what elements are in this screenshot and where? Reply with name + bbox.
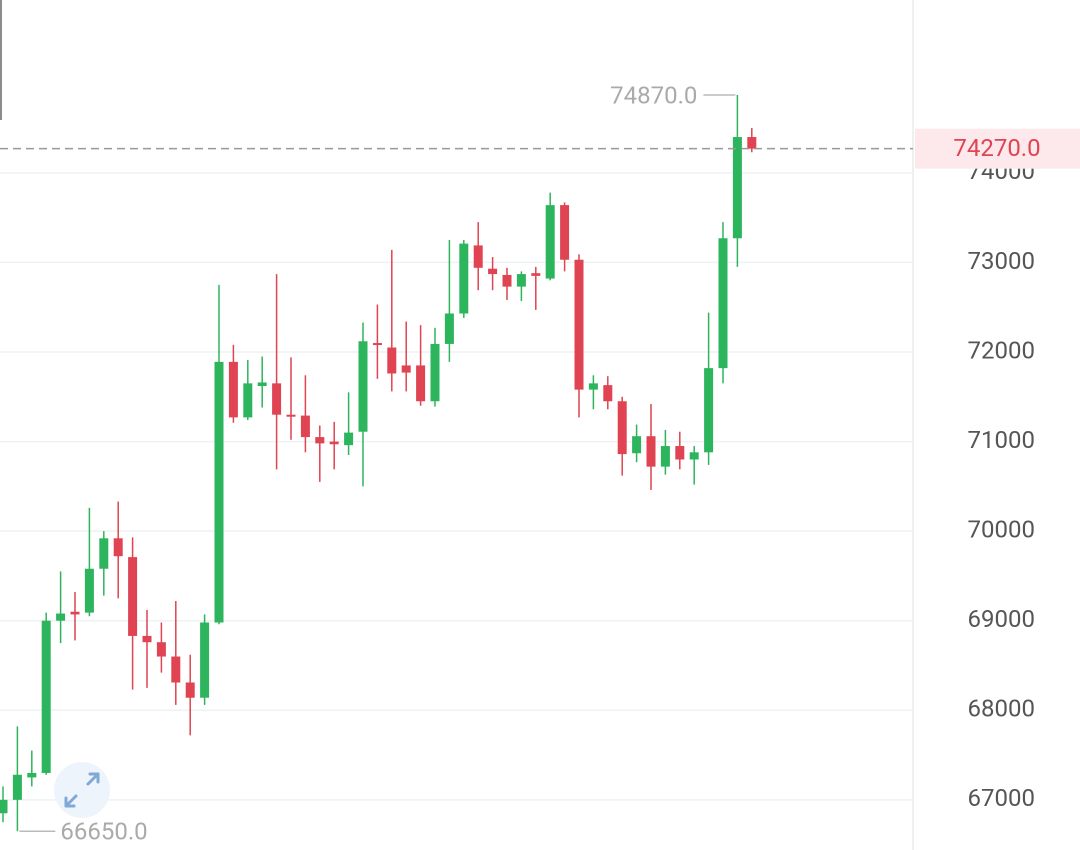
y-tick-label: 70000 (968, 515, 1035, 543)
candle-body (660, 446, 670, 467)
candle-body (214, 361, 224, 623)
candle-body (416, 365, 426, 402)
candle-body (257, 382, 267, 387)
candle-body (272, 383, 282, 415)
candle-body (704, 368, 714, 453)
candle-body (617, 401, 627, 455)
candle-body (228, 361, 238, 418)
candle-body (401, 365, 411, 373)
low-marker-label: 66650.0 (60, 818, 147, 846)
candle-body (473, 245, 483, 268)
candle-body (560, 205, 570, 260)
candle-body (358, 341, 368, 432)
candle-body (156, 642, 166, 657)
candle-body (99, 538, 109, 569)
last-price-label: 74270.0 (953, 134, 1040, 162)
candle-body (41, 620, 51, 773)
candle-body (747, 137, 757, 149)
candle-body (200, 622, 210, 698)
candle-body (56, 613, 66, 621)
candle-body (128, 557, 138, 636)
candle-body (675, 446, 685, 460)
candle-body (516, 274, 526, 287)
candle-body (574, 259, 584, 390)
expand-icon[interactable] (64, 772, 100, 808)
candle-body (12, 774, 22, 800)
candle-body (300, 415, 310, 438)
candle-body (113, 538, 123, 557)
candle-body (531, 273, 541, 276)
candle-body (430, 343, 440, 402)
candle-body (732, 137, 742, 239)
high-marker-label: 74870.0 (610, 81, 697, 109)
candle-body (603, 385, 613, 402)
candle-body (171, 656, 181, 683)
candle-body (718, 238, 728, 369)
candle-body (545, 205, 555, 279)
candle-body (329, 441, 339, 445)
candle-body (632, 436, 642, 454)
candle-body (488, 268, 498, 275)
candle-body (286, 414, 296, 417)
candle-body (185, 682, 195, 698)
candle-body (646, 436, 656, 467)
candle-body (142, 635, 152, 643)
candle-body (387, 347, 397, 374)
candle-body (315, 437, 325, 444)
y-tick-label: 73000 (968, 247, 1035, 275)
candle-body (459, 243, 469, 314)
y-tick-label: 69000 (968, 605, 1035, 633)
y-tick-label: 68000 (968, 695, 1035, 723)
candle-body (0, 799, 8, 814)
candle-body (344, 432, 354, 446)
expand-bg[interactable] (54, 762, 110, 818)
candle-body (502, 274, 512, 287)
y-tick-label: 67000 (968, 784, 1035, 812)
y-tick-label: 72000 (968, 336, 1035, 364)
candle-body (27, 772, 37, 778)
last-price-box (915, 128, 1080, 169)
y-tick-label: 71000 (968, 426, 1035, 454)
candle-body (444, 313, 454, 344)
candle-body (70, 611, 80, 615)
candle-body (588, 383, 598, 390)
expand-button[interactable] (54, 762, 110, 818)
candle-body (372, 343, 382, 346)
candle-body (84, 568, 94, 613)
candle-body (689, 452, 699, 460)
candle-body (243, 383, 253, 418)
